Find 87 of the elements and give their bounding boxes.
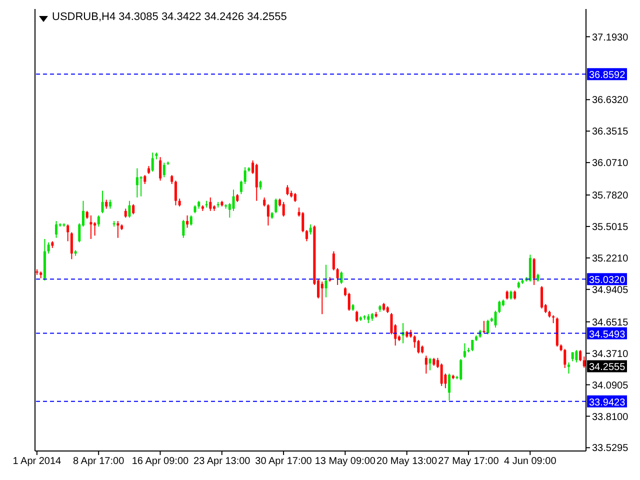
candlestick [532,258,536,286]
candlestick [286,184,289,196]
chart-title: USDRUB,H4 34.3085 34.3422 34.2426 34.2555 [52,11,287,23]
candlestick [255,163,258,202]
x-tick-label: 16 Apr 09:00 [132,456,190,468]
y-tick-label: 33.8100 [592,412,629,423]
candlestick [324,264,328,298]
ref-line-label: 34.5493 [589,329,626,340]
candlestick [240,180,242,195]
candlestick [390,312,393,335]
candlestick [47,242,50,254]
candlestick [94,222,96,236]
y-tick-label: 36.0710 [592,158,629,170]
ref-line-label: 35.0320 [589,275,626,286]
candlestick [116,220,120,238]
candlestick [151,152,154,172]
candlestick [498,300,501,314]
candlestick [182,219,185,238]
candlestick [448,373,451,402]
ref-line-label: 36.8592 [589,70,626,82]
candlestick [209,196,212,212]
x-tick-label: 23 Apr 13:00 [194,456,251,468]
y-tick-label: 36.6320 [592,95,629,106]
candlestick [564,348,566,368]
x-tick-label: 27 May 17:00 [438,456,500,468]
x-tick-label: 13 May 09:00 [314,456,376,468]
y-tick-label: 34.9405 [592,284,629,296]
y-tick-label: 37.1930 [592,32,629,44]
candlestick [486,319,490,335]
candlestick [174,180,177,206]
candlestick [417,339,420,354]
candlestick [579,350,582,362]
candlestick [70,232,73,260]
y-tick-label: 36.3515 [592,126,629,138]
candlestick [90,214,92,240]
x-tick-label: 8 Apr 17:00 [73,456,125,468]
candlestick [482,320,486,334]
y-tick-label: 35.7820 [592,190,629,202]
text: 34.2555 [589,362,626,374]
candlestick [340,271,343,284]
candlestick [567,362,570,374]
candlestick [424,355,428,374]
candlestick [244,166,246,185]
candlestick [305,230,308,242]
ref-line-label: 33.9423 [589,397,626,408]
candlestick [356,310,358,322]
candlestick [302,212,304,233]
y-tick-label: 33.5295 [592,443,629,454]
candlestick [463,342,466,358]
x-tick-label: 20 May 13:00 [376,456,438,468]
candlestick [428,357,432,371]
y-tick-label: 34.6515 [592,317,629,328]
candlestick [162,162,166,178]
candlestick [348,292,350,312]
y-tick-label: 34.0905 [592,380,629,392]
candlestick [97,214,100,228]
candlestick [186,214,189,228]
candlestick [540,286,544,310]
candlestick [336,268,339,286]
x-tick-label: 1 Apr 2014 [12,456,62,468]
candlestick [494,310,497,328]
candlestick [332,250,335,271]
x-tick-label: 30 Apr 17:00 [255,456,312,468]
candlestick [140,176,142,197]
y-tick-label: 34.3710 [592,348,629,360]
candlestick [440,362,443,386]
candlestick [232,189,235,212]
candlestick [274,198,278,214]
candlestick [528,254,532,282]
candlestick [266,204,270,226]
candlestick [582,356,586,368]
y-tick-label: 35.2210 [592,253,629,264]
candlestick [159,156,162,182]
candlestick [413,334,416,348]
candlestick [136,168,138,198]
candlestick [55,220,58,238]
candlestick [282,201,285,218]
x-tick-label: 4 Jun 09:00 [504,456,557,468]
candlestick [101,190,104,214]
candlestick [460,358,462,381]
y-tick-label: 35.5015 [592,222,629,234]
candlestick [128,200,131,218]
candlestick [132,204,135,215]
candlestick [190,214,192,226]
candlestick [320,281,324,315]
candlestick [575,350,578,363]
candlestick [66,224,70,242]
